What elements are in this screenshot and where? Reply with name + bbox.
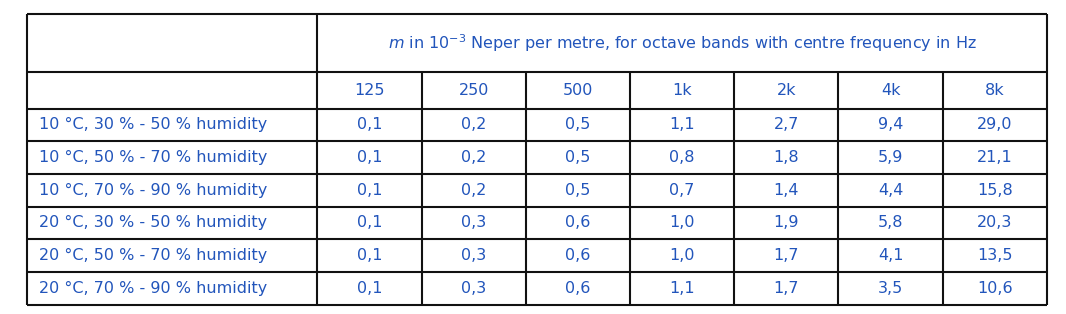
Text: 20 °C, 30 % - 50 % humidity: 20 °C, 30 % - 50 % humidity [39, 215, 268, 230]
Text: 0,3: 0,3 [462, 281, 486, 296]
Text: 0,7: 0,7 [669, 183, 695, 198]
Text: 1,7: 1,7 [774, 248, 800, 263]
Text: 0,6: 0,6 [565, 215, 591, 230]
Text: 4,1: 4,1 [877, 248, 903, 263]
Text: 2,7: 2,7 [774, 117, 800, 133]
Text: 1,1: 1,1 [669, 117, 695, 133]
Text: 3,5: 3,5 [878, 281, 903, 296]
Text: 21,1: 21,1 [976, 150, 1013, 165]
Text: 0,6: 0,6 [565, 281, 591, 296]
Text: 2k: 2k [776, 83, 796, 98]
Text: 4k: 4k [881, 83, 901, 98]
Text: 1,9: 1,9 [774, 215, 800, 230]
Text: 1,4: 1,4 [774, 183, 800, 198]
Text: 0,1: 0,1 [357, 248, 383, 263]
Text: 5,8: 5,8 [877, 215, 903, 230]
Text: 10 °C, 50 % - 70 % humidity: 10 °C, 50 % - 70 % humidity [39, 150, 268, 165]
Text: 0,1: 0,1 [357, 281, 383, 296]
Text: $m$ in 10$^{-3}$ Neper per metre, for octave bands with centre frequency in Hz: $m$ in 10$^{-3}$ Neper per metre, for oc… [388, 32, 976, 54]
Text: 0,5: 0,5 [565, 183, 591, 198]
Text: 0,6: 0,6 [565, 248, 591, 263]
Text: 0,1: 0,1 [357, 183, 383, 198]
Text: 1,0: 1,0 [669, 215, 695, 230]
Text: 0,2: 0,2 [461, 150, 486, 165]
Text: 10,6: 10,6 [976, 281, 1013, 296]
Text: 0,1: 0,1 [357, 150, 383, 165]
Text: 5,9: 5,9 [877, 150, 903, 165]
Text: 250: 250 [458, 83, 489, 98]
Text: 0,5: 0,5 [565, 150, 591, 165]
Text: 9,4: 9,4 [877, 117, 903, 133]
Text: 0,5: 0,5 [565, 117, 591, 133]
Text: 0,8: 0,8 [669, 150, 695, 165]
Text: 20 °C, 70 % - 90 % humidity: 20 °C, 70 % - 90 % humidity [39, 281, 268, 296]
Text: 20 °C, 50 % - 70 % humidity: 20 °C, 50 % - 70 % humidity [39, 248, 268, 263]
Text: 13,5: 13,5 [976, 248, 1013, 263]
Text: 1,8: 1,8 [774, 150, 800, 165]
Text: 0,3: 0,3 [462, 215, 486, 230]
Text: 10 °C, 70 % - 90 % humidity: 10 °C, 70 % - 90 % humidity [39, 183, 268, 198]
Text: 1,1: 1,1 [669, 281, 695, 296]
Text: 500: 500 [563, 83, 593, 98]
Text: 10 °C, 30 % - 50 % humidity: 10 °C, 30 % - 50 % humidity [39, 117, 268, 133]
Text: 4,4: 4,4 [877, 183, 903, 198]
Text: 0,3: 0,3 [462, 248, 486, 263]
Text: 15,8: 15,8 [976, 183, 1013, 198]
Text: 0,2: 0,2 [461, 183, 486, 198]
Text: 20,3: 20,3 [978, 215, 1013, 230]
Text: 1k: 1k [673, 83, 692, 98]
Text: 29,0: 29,0 [976, 117, 1013, 133]
Text: 1,0: 1,0 [669, 248, 695, 263]
Text: 0,1: 0,1 [357, 215, 383, 230]
Text: 8k: 8k [985, 83, 1004, 98]
Text: 0,1: 0,1 [357, 117, 383, 133]
Text: 0,2: 0,2 [461, 117, 486, 133]
Text: 125: 125 [354, 83, 385, 98]
Text: 1,7: 1,7 [774, 281, 800, 296]
